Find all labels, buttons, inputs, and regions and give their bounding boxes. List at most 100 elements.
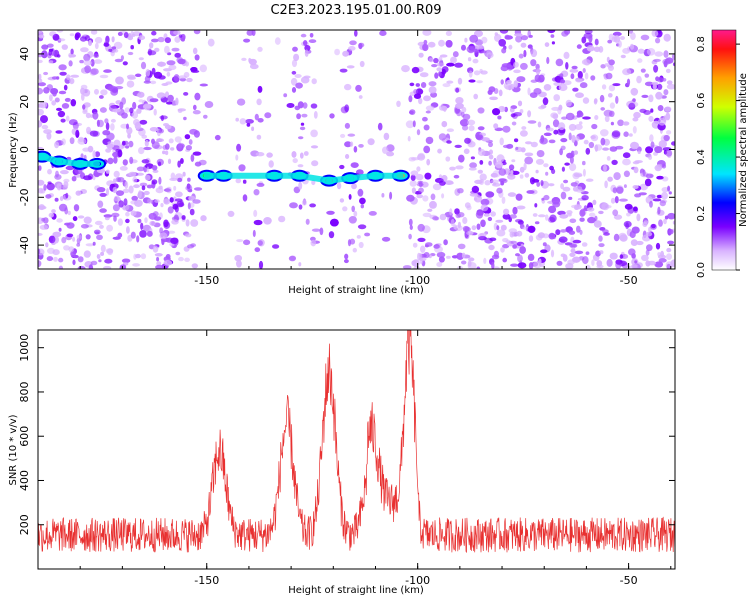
spectrogram-speckle (234, 255, 242, 261)
spectrogram-speckle (602, 84, 606, 89)
spectrogram-speckle (94, 59, 102, 64)
spectrogram-speckle (93, 53, 99, 58)
spectrogram-speckle (632, 117, 638, 121)
spectrogram-speckle (266, 152, 273, 157)
spectrogram-speckle (47, 169, 52, 175)
spectrogram-speckle (446, 256, 451, 259)
spectrogram-speckle (150, 127, 159, 132)
spectrogram-speckle (569, 219, 576, 224)
spectrogram-speckle (125, 145, 129, 148)
spectrogram-speckle (652, 82, 659, 86)
spectrogram-speckle (118, 218, 123, 225)
spectrogram-speckle (353, 248, 357, 253)
spectrogram-speckle (608, 65, 614, 71)
spectrogram-speckle (450, 57, 457, 64)
spectrogram-speckle (528, 120, 537, 123)
spectrogram-speckle (320, 228, 324, 236)
spectrogram-speckle (89, 264, 93, 271)
spectrogram-speckle (132, 111, 138, 119)
spectrogram-speckle (655, 92, 662, 100)
spectrogram-ridge-segment (329, 178, 350, 180)
spectrogram-speckle (663, 116, 666, 123)
spectrogram-speckle (586, 251, 590, 255)
spectrogram-speckle (663, 219, 667, 225)
spectrogram-speckle (113, 187, 117, 193)
spectrogram-speckle (545, 42, 550, 47)
spectrogram-speckle (243, 39, 250, 43)
spectrogram-speckle (195, 162, 202, 167)
spectrogram-speckle (83, 175, 92, 180)
spectrogram-speckle (662, 78, 666, 82)
spectrogram-speckle (298, 182, 302, 190)
spectrogram-speckle (411, 170, 419, 175)
spectrogram-speckle (381, 193, 384, 198)
spectrogram-speckle (476, 134, 484, 140)
spectrogram-speckle (131, 211, 137, 216)
spectrogram-speckle (418, 224, 425, 232)
spectrogram-speckle (64, 85, 68, 91)
spectrogram-speckle (72, 260, 75, 266)
spectrogram-speckle (491, 173, 498, 178)
spectrogram-speckle (47, 248, 55, 254)
spectrogram-speckle (127, 75, 136, 79)
spectrogram-speckle (145, 76, 151, 83)
spectrogram-speckle (81, 85, 88, 90)
spectrogram-speckle (603, 165, 607, 172)
spectrogram-speckle (56, 108, 62, 111)
spectrogram-speckle (309, 39, 317, 43)
spectrogram-speckle (534, 203, 537, 207)
spectrogram-speckle (575, 92, 584, 98)
spectrogram-speckle (344, 254, 348, 260)
spectrogram-speckle (528, 254, 535, 261)
spectrogram-speckle (645, 179, 652, 187)
spectrogram-speckle (599, 250, 603, 254)
spectrogram-speckle (507, 174, 515, 180)
snr-panel: -150 -100 -502004006008001000 Height of st… (8, 305, 675, 596)
spectrogram-speckle (577, 44, 582, 49)
spectrogram-speckle (531, 49, 537, 57)
spectrogram-speckle (136, 235, 139, 242)
spectrogram-speckle (438, 71, 441, 76)
spectrogram-speckle (178, 59, 186, 65)
spectrogram-speckle (656, 176, 663, 180)
spectrogram-speckle (560, 229, 567, 233)
spectrogram-speckle (499, 178, 507, 183)
spectrogram-marks (33, 26, 678, 272)
spectrogram-speckle (69, 119, 78, 125)
spectrogram-speckle (606, 73, 613, 80)
spectrogram-speckle (311, 160, 318, 166)
spectrogram-speckle (179, 34, 183, 37)
spectrogram-speckle (113, 156, 117, 163)
spectrogram-speckle (156, 138, 164, 142)
spectrogram-speckle (406, 195, 415, 202)
spectrogram-speckle (143, 103, 151, 110)
spectrogram-speckle (149, 42, 153, 48)
spectrogram-speckle (116, 236, 121, 239)
spectrogram-speckle (543, 195, 549, 200)
spectrogram-speckle (351, 206, 355, 212)
spectrogram-speckle (634, 260, 637, 263)
spectrogram-speckle (247, 123, 251, 127)
spectrogram-speckle (257, 183, 265, 187)
spectrogram-speckle (65, 98, 71, 102)
spectrogram-speckle (414, 93, 421, 99)
spectrogram-speckle (627, 79, 630, 86)
spectrogram-speckle (43, 184, 46, 191)
spectrogram-speckle (161, 115, 164, 121)
spectrogram-speckle (61, 119, 66, 123)
spectrogram-speckle (326, 211, 335, 215)
spectrogram-speckle (71, 49, 74, 55)
spectrogram-speckle (453, 51, 459, 57)
spectrogram-speckle (339, 165, 344, 169)
spectrogram-speckle (489, 86, 496, 92)
spectrogram-ytick-label: -40 (18, 236, 31, 254)
spectrogram-speckle (58, 258, 63, 263)
spectrogram-speckle (340, 69, 348, 73)
spectrogram-speckle (531, 142, 538, 148)
spectrogram-speckle (384, 133, 390, 140)
spectrogram-speckle (540, 180, 543, 186)
spectrogram-speckle (423, 146, 430, 154)
spectrogram-speckle (124, 32, 129, 38)
spectrogram-speckle (521, 126, 526, 130)
spectrogram-speckle (648, 95, 653, 103)
